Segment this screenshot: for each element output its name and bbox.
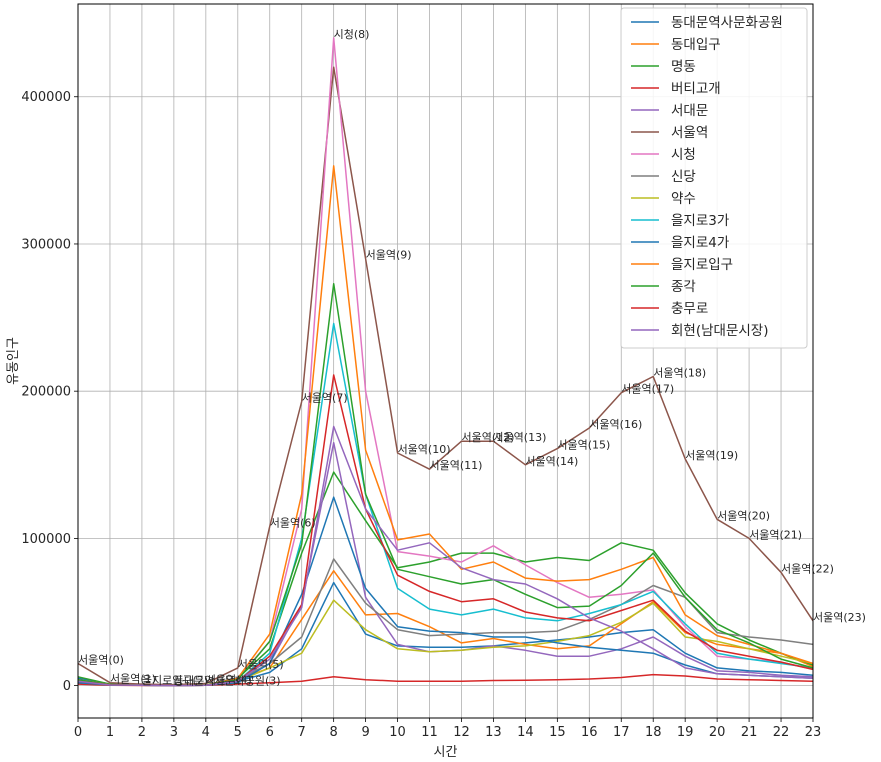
- annotation-label: 서울역(1): [110, 673, 156, 686]
- annotation-label: 서울역(14): [525, 455, 578, 468]
- annotation-label: 서울역(20): [717, 509, 770, 522]
- x-tick-label: 12: [453, 725, 470, 740]
- legend-entry: 서대문: [671, 103, 708, 119]
- annotation-label: 서울역(22): [781, 562, 834, 575]
- plot-frame: [77, 3, 814, 719]
- series-line: [77, 496, 814, 687]
- x-tick-label: 19: [677, 725, 694, 740]
- y-tick-label: 300000: [21, 237, 71, 252]
- annotation-label: 서울역(5): [238, 658, 284, 671]
- series-line: [77, 441, 814, 687]
- annotation-label: 서울역(4): [206, 673, 252, 686]
- x-tick-label: 10: [389, 725, 406, 740]
- axis-ticks: 0 1 2 3 4 5 6 7 8 9 10 11 12 13 14 15 16 17 18 19 20 21 22 2301…: [21, 90, 821, 740]
- x-tick-label: 20: [709, 725, 726, 740]
- x-tick-label: 8: [330, 725, 338, 740]
- legend-entry: 버티고개: [671, 81, 721, 97]
- x-tick-label: 14: [517, 725, 534, 740]
- series-lines: [77, 37, 814, 687]
- annotation-label: 서울역(17): [621, 383, 674, 396]
- y-tick-label: 0: [63, 679, 71, 694]
- legend-entry: 충무로: [671, 301, 708, 317]
- legend-entry: 회현(남대문시장): [671, 323, 768, 339]
- legend: 동대문역사문화공원동대입구명동버티고개서대문서울역시청신당약수을지로3가을지로4…: [620, 7, 808, 349]
- annotation-label: 서울역(0): [78, 654, 124, 667]
- y-tick-label: 100000: [21, 532, 71, 547]
- legend-entry: 을지로입구: [671, 257, 733, 273]
- annotation-label: 서울역(9): [366, 249, 412, 262]
- legend-entry: 신당: [671, 169, 696, 185]
- x-tick-label: 15: [549, 725, 566, 740]
- annotation-label: 서울역(7): [302, 391, 348, 404]
- legend-entry: 을지로4가: [671, 235, 729, 251]
- x-tick-label: 1: [106, 725, 114, 740]
- annotation-label: 서울역(16): [589, 418, 642, 431]
- annotation-label: 서울역(18): [653, 366, 706, 379]
- x-tick-label: 5: [234, 725, 242, 740]
- x-tick-label: 0: [74, 725, 82, 740]
- annotation-label: 을지로입구(2): [142, 674, 208, 687]
- legend-entry: 명동: [671, 59, 696, 75]
- legend-entry: 약수: [671, 191, 696, 207]
- annotations: 서울역(0) 서울역(1)을지로입구(2)동대문역사문화공원(3)서울역(4) 서울…: [78, 28, 866, 688]
- x-tick-label: 17: [613, 725, 630, 740]
- series-line: [77, 471, 814, 686]
- x-tick-label: 4: [202, 725, 210, 740]
- legend-entry: 을지로3가: [671, 213, 729, 229]
- annotation-label: 동대문역사문화공원(3): [174, 675, 281, 688]
- series-line: [77, 570, 814, 687]
- annotation-label: 서울역(12): [461, 431, 514, 444]
- x-tick-label: 22: [773, 725, 790, 740]
- legend-entry: 종각: [671, 279, 696, 295]
- x-tick-label: 3: [170, 725, 178, 740]
- legend-entry: 서울역: [671, 125, 708, 141]
- annotation-label: 서울역(23): [813, 611, 866, 624]
- annotation-label: 서울역(11): [430, 459, 483, 472]
- annotation-label: 시청(8): [334, 28, 370, 41]
- x-tick-label: 7: [298, 725, 306, 740]
- x-tick-label: 9: [361, 725, 369, 740]
- y-tick-label: 400000: [21, 90, 71, 105]
- annotation-label: 서울역(13): [493, 431, 546, 444]
- legend-entry: 동대입구: [671, 37, 721, 53]
- annotation-label: 서울역(19): [685, 449, 738, 462]
- legend-entry: 시청: [671, 147, 696, 163]
- series-line: [77, 425, 814, 687]
- x-tick-label: 23: [805, 725, 822, 740]
- annotation-label: 서울역(15): [557, 439, 610, 452]
- x-tick-label: 21: [741, 725, 758, 740]
- x-tick-label: 6: [266, 725, 274, 740]
- annotation-label: 서울역(10): [398, 443, 451, 456]
- annotation-label: 서울역(6): [270, 517, 316, 530]
- series-line: [77, 558, 814, 687]
- series-line: [77, 66, 814, 686]
- x-tick-label: 16: [581, 725, 598, 740]
- annotation-label: 서울역(21): [749, 528, 802, 541]
- x-tick-label: 11: [421, 725, 438, 740]
- x-axis-label: 시간: [434, 745, 458, 760]
- x-tick-label: 13: [485, 725, 502, 740]
- y-axis-label: 유동인구: [6, 337, 21, 385]
- x-tick-label: 2: [138, 725, 146, 740]
- legend-entry: 동대문역사문화공원: [671, 15, 783, 31]
- legend-box: [620, 7, 808, 349]
- y-tick-label: 200000: [21, 385, 71, 400]
- x-tick-label: 18: [645, 725, 662, 740]
